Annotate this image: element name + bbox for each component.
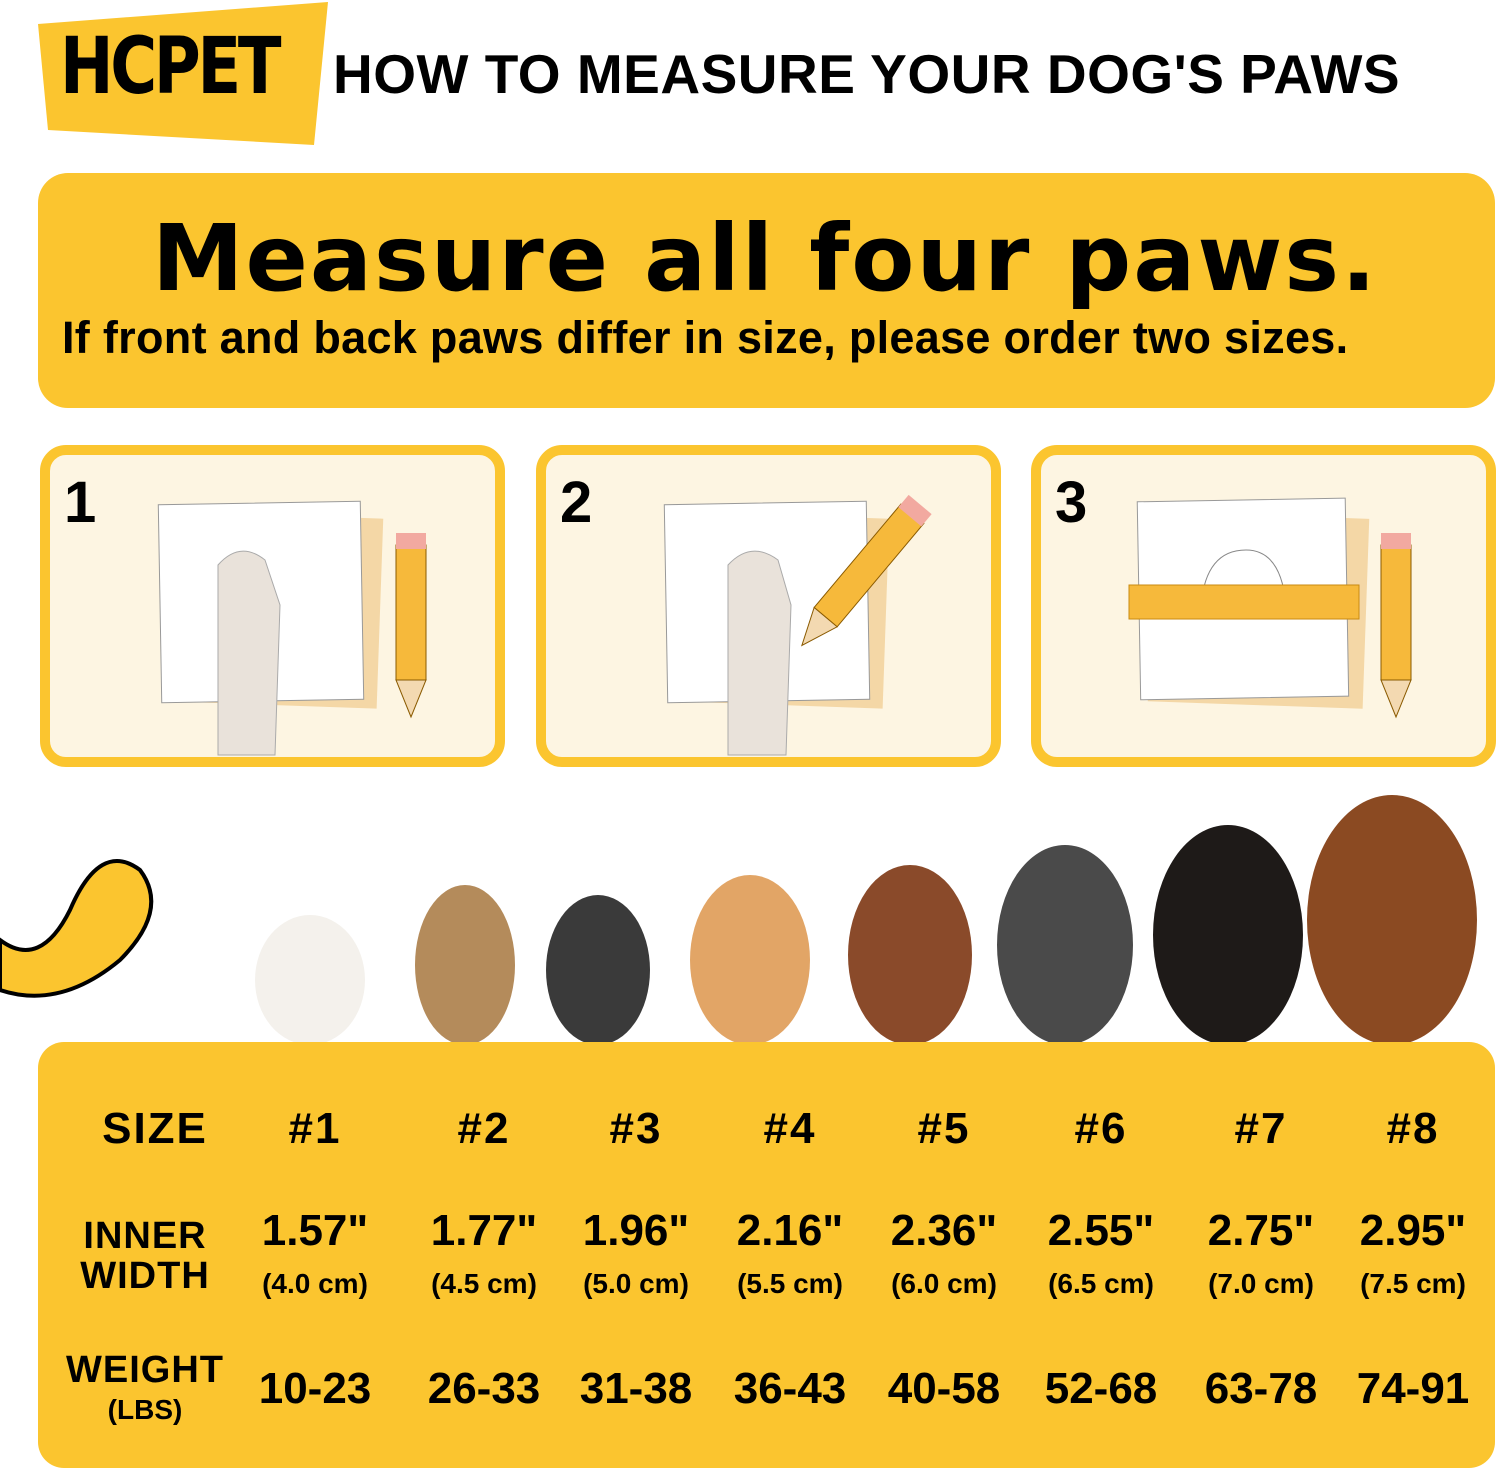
size-chart-table: SIZE INNER WIDTH WEIGHT (LBS) #1 1.57" (4.… (38, 1042, 1495, 1468)
size-7-weight: 63-78 (1204, 1364, 1318, 1413)
dog-photo-1 (255, 915, 365, 1045)
size-2-weight: 26-33 (427, 1364, 541, 1413)
size-1-cm: (4.0 cm) (262, 1268, 368, 1299)
size-4-size: #4 (763, 1104, 817, 1153)
size-1-inches: 1.57" (261, 1206, 369, 1255)
row-label-inner-width-1: INNER (83, 1215, 207, 1257)
size-3-cm: (5.0 cm) (583, 1268, 689, 1299)
size-1-weight: 10-23 (258, 1364, 372, 1413)
step-1-panel: 1 (40, 445, 505, 767)
size-7-size: #7 (1234, 1104, 1288, 1153)
size-5-inches: 2.36" (890, 1206, 998, 1255)
dog-breeds-row (0, 795, 1477, 1045)
instruction-banner (38, 173, 1495, 408)
row-label-size: SIZE (102, 1104, 208, 1153)
size-2-size: #2 (457, 1104, 511, 1153)
size-6-cm: (6.5 cm) (1048, 1268, 1154, 1299)
size-5-weight: 40-58 (887, 1364, 1001, 1413)
page-title: HOW TO MEASURE YOUR DOG'S PAWS (333, 43, 1401, 105)
row-label-inner-width-2: WIDTH (80, 1255, 210, 1297)
size-1-size: #1 (288, 1104, 342, 1153)
size-2-inches: 1.77" (430, 1206, 538, 1255)
row-label-weight-unit: (LBS) (107, 1394, 183, 1425)
size-2-cm: (4.5 cm) (431, 1268, 537, 1299)
size-4-inches: 2.16" (736, 1206, 844, 1255)
banner-subtitle: If front and back paws differ in size, p… (62, 312, 1349, 363)
step-3-panel: 3 (1031, 445, 1496, 767)
size-8-cm: (7.5 cm) (1360, 1268, 1466, 1299)
dog-photo-3 (546, 895, 650, 1045)
size-5-size: #5 (917, 1104, 971, 1153)
tracing-paw-illustration (663, 494, 932, 756)
size-3-size: #3 (609, 1104, 663, 1153)
paw-on-paper-illustration (157, 500, 427, 756)
dog-photo-2 (415, 885, 515, 1045)
pencil-icon (1380, 533, 1412, 719)
ruler-measure-illustration (1128, 497, 1412, 719)
size-8-size: #8 (1386, 1104, 1440, 1153)
size-8-inches: 2.95" (1359, 1206, 1467, 1255)
banner-title: Measure all four paws. (151, 205, 1379, 312)
step-number: 1 (64, 470, 97, 535)
size-3-inches: 1.96" (582, 1206, 690, 1255)
decorative-swoosh-icon (0, 859, 154, 998)
dog-photo-6 (997, 845, 1133, 1045)
step-number: 3 (1055, 470, 1088, 535)
row-label-weight: WEIGHT (66, 1349, 224, 1391)
size-6-inches: 2.55" (1047, 1206, 1155, 1255)
size-6-size: #6 (1074, 1104, 1128, 1153)
size-7-cm: (7.0 cm) (1208, 1268, 1314, 1299)
size-3-weight: 31-38 (579, 1364, 693, 1413)
logo-badge (38, 2, 328, 145)
dog-photo-4 (690, 875, 810, 1045)
dog-photo-8 (1307, 795, 1477, 1045)
ruler-icon (1128, 584, 1360, 620)
logo-text: HCPET (60, 22, 282, 112)
size-4-cm: (5.5 cm) (737, 1268, 843, 1299)
pencil-icon (801, 494, 932, 647)
pencil-icon (395, 533, 427, 719)
size-4-weight: 36-43 (733, 1364, 847, 1413)
dog-photo-7 (1153, 825, 1303, 1045)
size-8-weight: 74-91 (1356, 1364, 1470, 1413)
step-2-panel: 2 (536, 445, 1001, 767)
dog-photo-5 (848, 865, 972, 1045)
size-6-weight: 52-68 (1044, 1364, 1158, 1413)
step-number: 2 (560, 470, 593, 535)
size-5-cm: (6.0 cm) (891, 1268, 997, 1299)
size-7-inches: 2.75" (1207, 1206, 1315, 1255)
